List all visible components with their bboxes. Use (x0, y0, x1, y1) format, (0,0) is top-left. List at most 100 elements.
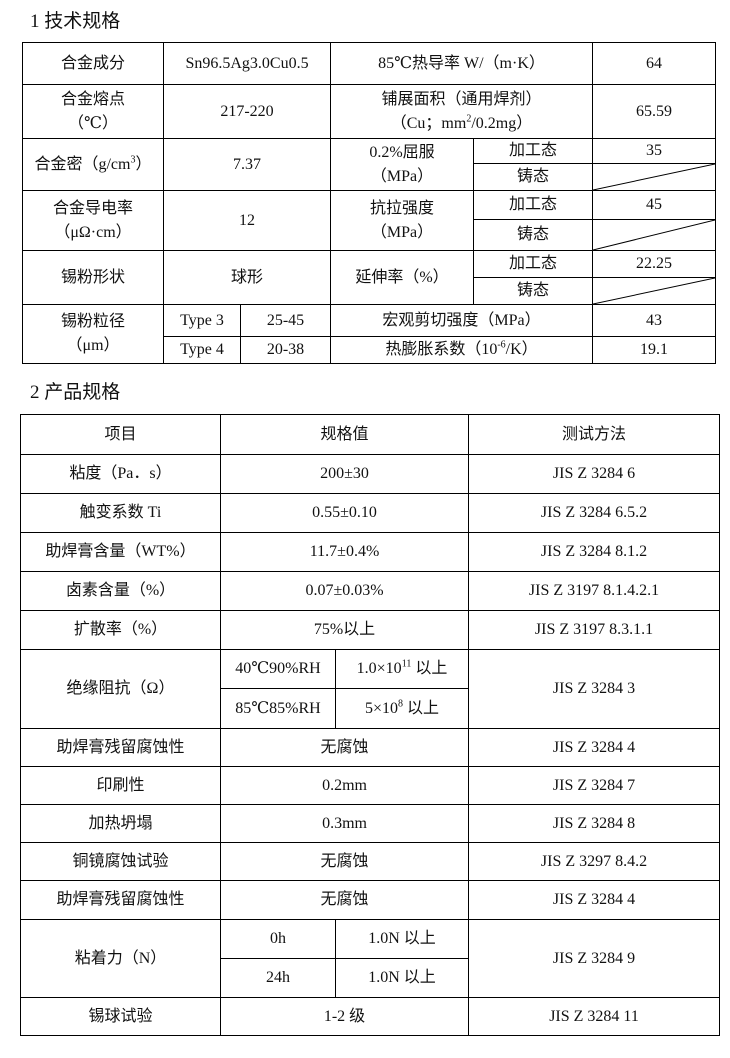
value-cell: 45 (592, 190, 716, 220)
sup: 2 (466, 113, 472, 125)
text: 合金密（g/cm (34, 155, 131, 173)
label-line: （Cu；mm2/0.2mg） (331, 112, 592, 136)
table-row: 触变系数 Ti 0.55±0.10 JIS Z 3284 6.5.2 (20, 493, 721, 533)
label-cell: 合金密（g/cm3） (22, 138, 164, 191)
item-cell: 粘着力（N） (20, 919, 221, 998)
spec-cell: 无腐蚀 (219, 728, 470, 767)
table-row: 扩散率（%） 75%以上 JIS Z 3197 8.3.1.1 (20, 610, 721, 650)
empty-diagonal-cell (592, 163, 716, 191)
empty-diagonal-cell (592, 277, 716, 305)
item-cell: 助焊膏含量（WT%） (20, 532, 221, 572)
method-cell: JIS Z 3284 8.1.2 (468, 532, 721, 572)
spec-cell: 无腐蚀 (219, 880, 470, 920)
item-cell: 印刷性 (20, 766, 221, 805)
label-cell: 合金成分 (22, 42, 164, 85)
value-cell: 22.25 (592, 250, 716, 278)
label-line: （μm） (66, 337, 120, 354)
item-cell: 锡球试验 (20, 997, 221, 1036)
value-cell: 7.37 (163, 138, 331, 191)
state-cell: 加工态 (473, 138, 593, 164)
table-row: 粘着力（N） 0h 1.0N 以上 JIS Z 3284 9 (20, 919, 721, 998)
spec-cell: 1.0N 以上 (334, 958, 470, 998)
text: 5×10 (364, 699, 399, 717)
label-line: （MPa） (370, 167, 434, 185)
table-row: 85℃85%RH 5×108 以上 (21, 688, 720, 729)
method-cell: JIS Z 3284 3 (468, 649, 721, 729)
condition-cell: 0h (220, 919, 336, 959)
label-line: （℃） (68, 114, 118, 132)
table-row: 加热坍塌 0.3mm JIS Z 3284 8 (20, 804, 721, 843)
label-line: 合金熔点 (60, 90, 125, 108)
header-cell: 项目 (20, 414, 221, 455)
label-cell: 宏观剪切强度（MPa） (330, 304, 593, 337)
method-cell: JIS Z 3297 8.4.2 (468, 842, 721, 881)
method-cell: JIS Z 3284 11 (468, 997, 721, 1036)
label-cell: 85℃热导率 W/（m·K） (330, 42, 593, 85)
item-cell: 铜镜腐蚀试验 (20, 842, 221, 881)
text: 1.0×10 (356, 660, 402, 677)
text: （Cu；mm (390, 114, 467, 132)
item-cell: 扩散率（%） (20, 610, 221, 650)
section-2-title: 2 产品规格 (30, 382, 121, 403)
table-row: 助焊膏残留腐蚀性 无腐蚀 JIS Z 3284 4 (20, 728, 721, 767)
method-cell: JIS Z 3284 6 (468, 454, 721, 494)
text: 以上 (403, 699, 440, 717)
text: 以上 (411, 660, 448, 677)
spec-cell: 0.07±0.03% (219, 571, 470, 611)
item-cell: 卤素含量（%） (20, 571, 221, 611)
table-row: 印刷性 0.2mm JIS Z 3284 7 (20, 766, 721, 805)
label-line: 0.2%屈服 (369, 143, 435, 161)
spec-cell: 无腐蚀 (219, 842, 470, 881)
method-cell: JIS Z 3284 7 (468, 766, 721, 805)
spec-cell: 0.2mm (219, 766, 470, 805)
label-line: 铺展面积（通用焊剂） (381, 90, 542, 108)
value-cell: 65.59 (592, 84, 716, 139)
label-cell: 抗拉强度 （MPa） (330, 190, 474, 251)
label-line: （μΩ·cm） (54, 223, 132, 241)
value-cell: 25-45 (240, 304, 331, 337)
sup: 8 (398, 698, 404, 710)
table-row: 助焊膏残留腐蚀性 无腐蚀 JIS Z 3284 4 (20, 880, 721, 920)
text: /K） (505, 341, 538, 358)
method-cell: JIS Z 3284 4 (468, 728, 721, 767)
label-cell: 延伸率（%） (330, 250, 474, 305)
label-cell: 锡粉粒径 （μm） (22, 304, 164, 364)
value-cell: Sn96.5Ag3.0Cu0.5 (163, 42, 331, 85)
method-cell: JIS Z 3284 4 (468, 880, 721, 920)
label-cell: 0.2%屈服 （MPa） (330, 138, 474, 191)
spec-cell: 0.55±0.10 (219, 493, 470, 533)
label-line: 抗拉强度 (369, 199, 434, 217)
label-cell: 锡粉形状 (22, 250, 164, 305)
value-cell: 64 (592, 42, 716, 85)
spec-cell: 5×108 以上 (334, 688, 470, 729)
header-cell: 测试方法 (468, 414, 721, 455)
empty-diagonal-cell (592, 219, 716, 251)
method-cell: JIS Z 3197 8.1.4.2.1 (468, 571, 721, 611)
value-cell: 43 (592, 304, 716, 337)
text: 热膨胀系数（10 (385, 341, 498, 358)
label-line: （MPa） (370, 223, 434, 241)
item-cell: 绝缘阻抗（Ω） (20, 649, 221, 729)
label-line: 合金导电率 (52, 199, 133, 217)
item-cell: 助焊膏残留腐蚀性 (20, 880, 221, 920)
spec-cell: 200±30 (219, 454, 470, 494)
item-cell: 粘度（Pa．s） (20, 454, 221, 494)
value-cell: 20-38 (240, 336, 331, 364)
value-cell: 球形 (163, 250, 331, 305)
item-cell: 助焊膏残留腐蚀性 (20, 728, 221, 767)
table-row: 24h 1.0N 以上 (21, 958, 720, 998)
text: ） (135, 155, 152, 173)
type-cell: Type 3 (163, 304, 241, 337)
label-cell: 合金熔点 （℃） (22, 84, 164, 139)
item-cell: 加热坍塌 (20, 804, 221, 843)
sup: 3 (130, 154, 136, 166)
sup: 11 (401, 658, 412, 670)
type-cell: Type 4 (163, 336, 241, 364)
spec-cell: 75%以上 (219, 610, 470, 650)
text: /0.2mg） (471, 114, 533, 132)
sup: -6 (497, 339, 506, 351)
item-cell: 触变系数 Ti (20, 493, 221, 533)
state-cell: 铸态 (473, 163, 593, 191)
table-row: 粘度（Pa．s） 200±30 JIS Z 3284 6 (20, 454, 721, 494)
technical-spec-table: 合金成分 Sn96.5Ag3.0Cu0.5 85℃热导率 W/（m·K） 64 … (22, 42, 716, 364)
